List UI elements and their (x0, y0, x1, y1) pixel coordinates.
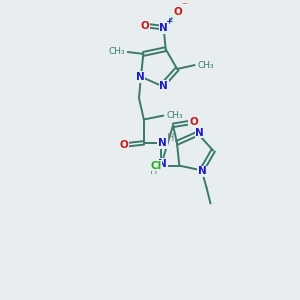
Text: O: O (119, 140, 128, 150)
Text: N: N (198, 167, 207, 176)
Text: N: N (136, 72, 144, 82)
Text: CH₃: CH₃ (108, 47, 125, 56)
Text: N: N (158, 159, 167, 169)
Text: N: N (159, 23, 168, 33)
Text: O: O (189, 117, 198, 128)
Text: ⁻: ⁻ (181, 1, 187, 11)
Text: CH₃: CH₃ (166, 111, 183, 120)
Text: H: H (167, 133, 175, 143)
Text: CH₃: CH₃ (198, 61, 214, 70)
Text: N: N (158, 138, 167, 148)
Text: O: O (141, 21, 150, 31)
Text: +: + (165, 17, 172, 26)
Text: O: O (173, 7, 182, 17)
Text: N: N (195, 128, 204, 138)
Text: N: N (159, 81, 168, 91)
Text: Cl: Cl (150, 160, 162, 171)
Text: H: H (150, 166, 157, 176)
